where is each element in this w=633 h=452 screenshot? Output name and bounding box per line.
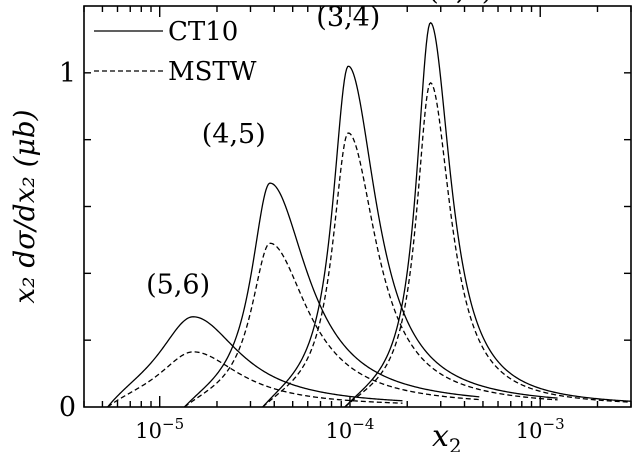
legend-label-ct10: CT10: [168, 17, 238, 47]
y-tick-label: 1: [59, 58, 76, 89]
peak-labels: (5,6) (4,5) (3,4) (2,3): [146, 0, 492, 300]
legend-label-mstw: MSTW: [168, 57, 257, 87]
series-curves: [107, 21, 632, 408]
series-line-ct10-23: [344, 21, 632, 408]
axis-titles: x2 x₂ dσ/dx₂ (μb): [8, 109, 462, 452]
series-line-mstw-56: [107, 351, 403, 408]
x-tick-label: 10−5: [135, 415, 184, 443]
x-tick-label: 10−4: [326, 415, 375, 443]
y-tick-label: 0: [59, 392, 76, 423]
plot-frame: [83, 5, 632, 408]
series-line-ct10-56: [107, 316, 403, 408]
series-line-ct10-34: [262, 65, 558, 408]
peak-label: (4,5): [202, 119, 266, 150]
tick-labels: 10−5 10−4 10−3 0 1: [59, 58, 565, 443]
x-axis-label: x2: [432, 419, 462, 452]
y-axis-label: x₂ dσ/dx₂ (μb): [8, 109, 41, 303]
peak-label: (3,4): [316, 2, 380, 33]
series-line-ct10-45: [183, 182, 480, 408]
peak-label: (5,6): [146, 269, 210, 300]
series-line-mstw-34: [262, 132, 558, 408]
series-line-mstw-45: [184, 242, 480, 408]
axis-ticks: [83, 6, 632, 407]
legend: CT10 MSTW: [94, 17, 257, 87]
peak-label: (2,3): [428, 0, 492, 6]
series-line-mstw-23: [344, 82, 632, 408]
x-tick-label: 10−3: [516, 415, 565, 443]
